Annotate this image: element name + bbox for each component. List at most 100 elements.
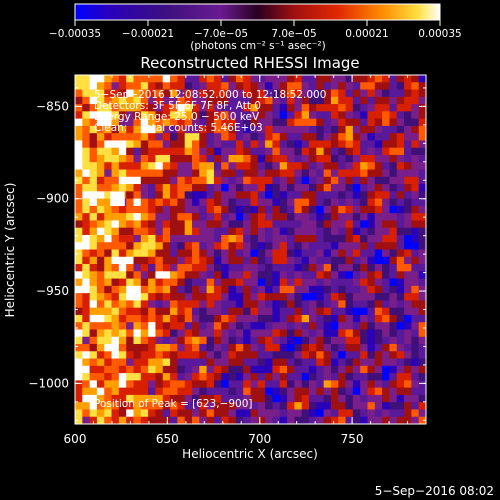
heatmap-cell [213, 373, 222, 381]
heatmap-cell [404, 416, 412, 425]
heatmap-cell [192, 387, 200, 396]
heatmap-cell [199, 227, 207, 236]
heatmap-cell [235, 147, 244, 156]
heatmap-cell [126, 256, 134, 265]
heatmap-cell [250, 416, 259, 425]
colorbar-tick-label: 0.00035 [418, 28, 461, 40]
heatmap-cell [279, 380, 288, 388]
heatmap-cell [389, 285, 398, 294]
heatmap-cell [82, 220, 90, 228]
heatmap-cell [323, 242, 332, 250]
heatmap-cell [148, 351, 156, 359]
heatmap-cell [396, 416, 405, 425]
heatmap-cell [389, 96, 398, 105]
heatmap-cell [352, 402, 361, 410]
heatmap-cell [75, 300, 83, 308]
heatmap-cell [389, 220, 398, 228]
heatmap-cell [140, 220, 149, 228]
heatmap-cell [309, 242, 317, 250]
heatmap-cell [104, 82, 112, 90]
heatmap-cell [345, 169, 354, 178]
heatmap-cell [360, 249, 368, 258]
heatmap-cell [352, 104, 361, 112]
heatmap-cell [192, 213, 200, 221]
heatmap-cell [235, 205, 244, 214]
heatmap-cell [396, 322, 405, 330]
heatmap-cell [279, 220, 288, 228]
footer-timestamp: 5−Sep−2016 08:02 [375, 484, 494, 498]
heatmap-cell [257, 365, 266, 374]
heatmap-cell [382, 96, 390, 105]
heatmap-cell [89, 96, 98, 105]
heatmap-cell [396, 154, 405, 163]
heatmap-cell [323, 351, 332, 359]
heatmap-cell [213, 227, 222, 236]
heatmap-cell [250, 394, 259, 403]
heatmap-cell [250, 104, 259, 112]
heatmap-cell [396, 256, 405, 265]
heatmap-cell [82, 336, 90, 345]
heatmap-cell [75, 351, 83, 359]
heatmap-cell [243, 358, 251, 367]
heatmap-cell [96, 249, 105, 258]
heatmap-cell [279, 278, 288, 287]
heatmap-cell [104, 271, 112, 279]
heatmap-cell [250, 227, 259, 236]
heatmap-cell [352, 307, 361, 316]
heatmap-cell [148, 358, 156, 367]
heatmap-cell [133, 344, 142, 352]
heatmap-cell [374, 154, 383, 163]
heatmap-cell [396, 133, 405, 141]
heatmap-cell [338, 242, 346, 250]
heatmap-cell [294, 329, 302, 338]
heatmap-cell [221, 409, 229, 418]
heatmap-cell [243, 96, 251, 105]
heatmap-cell [418, 191, 427, 199]
heatmap-cell [243, 416, 251, 425]
heatmap-cell [367, 387, 376, 396]
heatmap-cell [162, 336, 171, 345]
heatmap-cell [382, 271, 390, 279]
heatmap-cell [338, 322, 346, 330]
heatmap-cell [272, 147, 281, 156]
heatmap-cell [367, 394, 376, 403]
heatmap-cell [374, 169, 383, 178]
heatmap-cell [228, 220, 237, 228]
heatmap-cell [301, 329, 310, 338]
heatmap-cell [279, 198, 288, 207]
heatmap-cell [133, 104, 142, 112]
heatmap-cell [345, 256, 354, 265]
heatmap-cell [301, 271, 310, 279]
heatmap-cell [118, 147, 127, 156]
heatmap-cell [287, 285, 295, 294]
heatmap-cell [184, 227, 193, 236]
heatmap-cell [104, 373, 112, 381]
heatmap-cell [352, 176, 361, 185]
heatmap-cell [389, 278, 398, 287]
heatmap-cell [309, 351, 317, 359]
heatmap-cell [316, 300, 324, 308]
heatmap-cell [360, 147, 368, 156]
heatmap-cell [294, 169, 302, 178]
heatmap-cell [294, 220, 302, 228]
heatmap-cell [257, 198, 266, 207]
heatmap-cell [82, 133, 90, 141]
heatmap-cell [367, 133, 376, 141]
heatmap-cell [221, 300, 229, 308]
heatmap-cell [257, 394, 266, 403]
heatmap-cell [184, 205, 193, 214]
heatmap-cell [126, 293, 134, 301]
heatmap-cell [338, 256, 346, 265]
heatmap-cell [316, 191, 324, 199]
heatmap-cell [133, 380, 142, 388]
heatmap-cell [133, 162, 142, 170]
heatmap-cell [411, 96, 419, 105]
heatmap-cell [133, 285, 142, 294]
heatmap-cell [162, 344, 171, 352]
heatmap-cell [272, 285, 281, 294]
heatmap-cell [301, 380, 310, 388]
heatmap-cell [228, 380, 237, 388]
heatmap-cell [192, 416, 200, 425]
heatmap-cell [352, 133, 361, 141]
heatmap-cell [330, 220, 339, 228]
